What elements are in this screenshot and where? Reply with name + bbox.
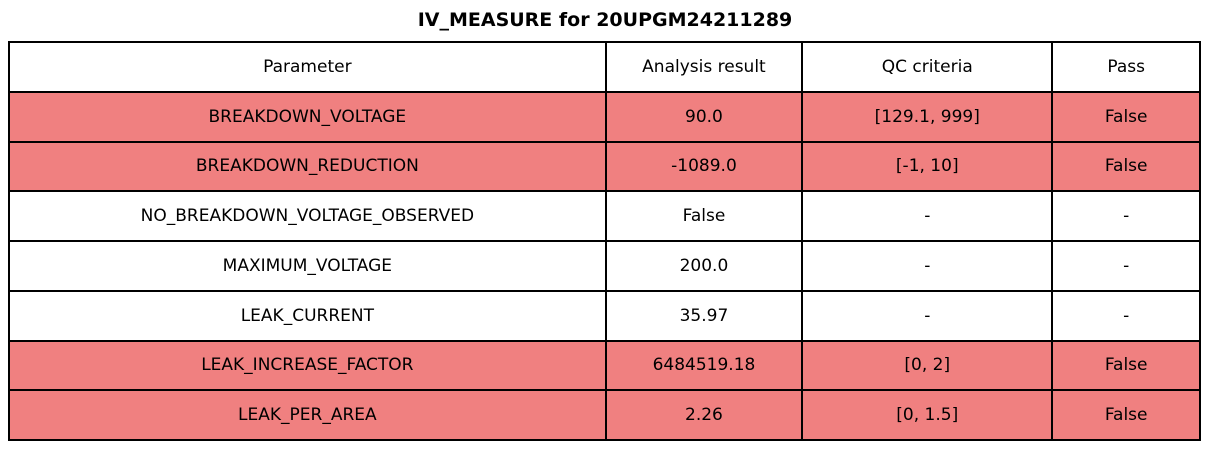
table-row: MAXIMUM_VOLTAGE 200.0 - - [8, 240, 1201, 292]
page-title: IV_MEASURE for 20UPGM24211289 [417, 9, 793, 31]
pass-cell: False [1051, 140, 1201, 193]
pass-cell: False [1051, 339, 1201, 392]
pass-cell: False [1051, 90, 1201, 143]
result-cell: -1089.0 [604, 140, 804, 193]
qc-cell: [-1, 10] [801, 140, 1054, 193]
table-row: LEAK_PER_AREA 2.26 [0, 1.5] False [8, 389, 1201, 441]
param-cell: LEAK_PER_AREA [8, 389, 607, 441]
qc-results-table-container: Parameter Analysis result QC criteria Pa… [8, 41, 1201, 441]
result-cell: False [604, 190, 804, 242]
param-cell: MAXIMUM_VOLTAGE [8, 240, 607, 292]
result-cell: 35.97 [604, 289, 804, 342]
pass-cell: - [1051, 240, 1201, 292]
result-cell: 2.26 [604, 389, 804, 441]
table-row: LEAK_CURRENT 35.97 - - [8, 289, 1201, 342]
table-header-row: Parameter Analysis result QC criteria Pa… [8, 41, 1201, 93]
pass-cell: - [1051, 289, 1201, 342]
qc-cell: [0, 2] [801, 339, 1054, 392]
col-header-pass: Pass [1051, 41, 1201, 93]
param-cell: BREAKDOWN_REDUCTION [8, 140, 607, 193]
col-header-qc-criteria: QC criteria [801, 41, 1054, 93]
table-row: NO_BREAKDOWN_VOLTAGE_OBSERVED False - - [8, 190, 1201, 242]
result-cell: 200.0 [604, 240, 804, 292]
col-header-parameter: Parameter [8, 41, 607, 93]
qc-cell: [0, 1.5] [801, 389, 1054, 441]
param-cell: LEAK_INCREASE_FACTOR [8, 339, 607, 392]
pass-cell: False [1051, 389, 1201, 441]
qc-results-table: Parameter Analysis result QC criteria Pa… [8, 41, 1201, 441]
table-row: BREAKDOWN_VOLTAGE 90.0 [129.1, 999] Fals… [8, 90, 1201, 143]
table-row: LEAK_INCREASE_FACTOR 6484519.18 [0, 2] F… [8, 339, 1201, 392]
param-cell: BREAKDOWN_VOLTAGE [8, 90, 607, 143]
result-cell: 90.0 [604, 90, 804, 143]
qc-cell: - [801, 190, 1054, 242]
table-row: BREAKDOWN_REDUCTION -1089.0 [-1, 10] Fal… [8, 140, 1201, 193]
param-cell: LEAK_CURRENT [8, 289, 607, 342]
result-cell: 6484519.18 [604, 339, 804, 392]
col-header-analysis-result: Analysis result [604, 41, 804, 93]
param-cell: NO_BREAKDOWN_VOLTAGE_OBSERVED [8, 190, 607, 242]
qc-cell: - [801, 289, 1054, 342]
pass-cell: - [1051, 190, 1201, 242]
qc-cell: [129.1, 999] [801, 90, 1054, 143]
qc-cell: - [801, 240, 1054, 292]
